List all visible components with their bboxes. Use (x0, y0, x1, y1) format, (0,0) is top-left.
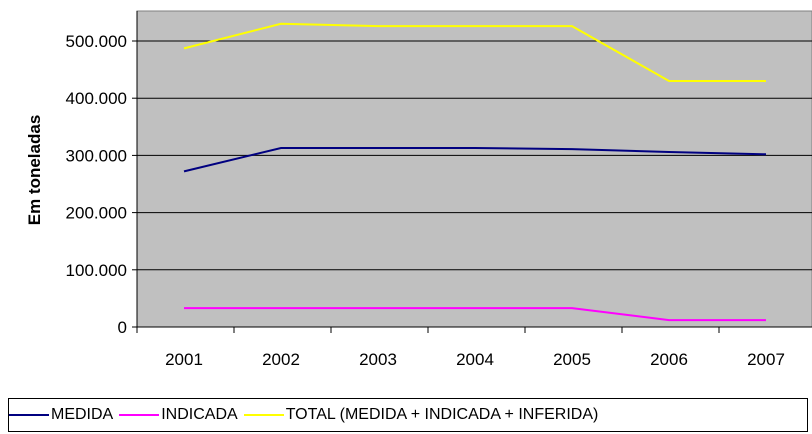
y-tick-label: 500.000 (66, 32, 127, 51)
line-chart: 0 100.000 200.000 300.000 400.000 500.000 200… (25, 10, 812, 369)
legend-item: INDICADA (119, 406, 238, 424)
x-tick-label: 2003 (359, 350, 397, 369)
series-line-medida (183, 147, 767, 173)
series-line-total (183, 22, 766, 82)
y-tick-label: 400.000 (66, 89, 127, 108)
legend-swatch (119, 414, 160, 416)
series-lines (183, 22, 767, 322)
x-tick-label: 2004 (456, 350, 494, 369)
y-tick-label: 0 (118, 318, 127, 337)
y-tick-label: 100.000 (66, 261, 127, 280)
series-line-indicada (184, 307, 766, 322)
x-axis-ticks (132, 40, 720, 333)
y-tick-label: 200.000 (66, 204, 127, 223)
legend-item: MEDIDA (9, 406, 113, 424)
y-axis-tick-labels: 0 100.000 200.000 300.000 400.000 500.000 (66, 32, 127, 337)
legend-item: TOTAL (MEDIDA + INDICADA + INFERIDA) (243, 406, 599, 424)
x-tick-label: 2007 (747, 350, 785, 369)
legend-label: INDICADA (161, 406, 238, 423)
x-tick-label: 2006 (650, 350, 688, 369)
x-tick-label: 2002 (262, 350, 300, 369)
legend-swatch (243, 414, 284, 416)
x-tick-label: 2001 (165, 350, 203, 369)
legend-label: MEDIDA (51, 406, 114, 423)
y-axis-title: Em toneladas (25, 115, 44, 226)
legend-label: TOTAL (MEDIDA + INDICADA + INFERIDA) (285, 406, 599, 423)
legend: MEDIDA INDICADA TOTAL (MEDIDA + INDICADA +… (8, 398, 808, 432)
plot-area (136, 10, 812, 328)
legend-swatch (9, 414, 49, 416)
x-axis-tick-labels: 2001 2002 2003 2004 2005 2006 2007 (165, 350, 785, 369)
x-tick-label: 2005 (553, 350, 591, 369)
y-tick-label: 300.000 (66, 146, 127, 165)
